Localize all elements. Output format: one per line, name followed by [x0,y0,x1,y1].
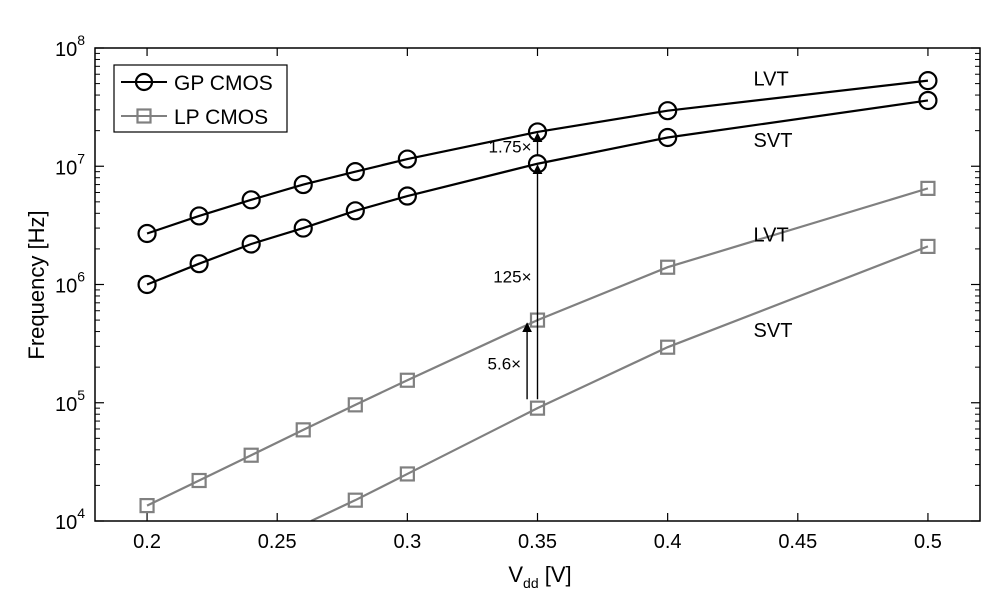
data-point [139,497,155,514]
series-lp-cmos-svt [310,238,936,521]
data-point [920,180,936,196]
series-lp-cmos-lvt [139,180,936,514]
x-axis-label: Vdd [V] [508,562,571,591]
data-point [399,372,415,388]
y-tick-label: 104 [55,505,85,534]
data-point [397,186,417,206]
data-point [137,223,157,244]
legend-label-lp: LP CMOS [174,106,268,129]
x-axis-label-main: V [508,562,523,587]
data-point [397,149,417,169]
x-tick-label: 0.4 [654,531,682,553]
series-line [146,187,929,507]
ratio-label: 125× [493,267,531,286]
data-point [293,218,313,238]
series-line [146,79,929,235]
curve-annotation-svt: SVT [754,130,793,152]
data-point [920,238,936,254]
data-point [658,101,678,121]
data-point [241,190,261,210]
data-point [243,447,259,463]
y-tick-label: 108 [55,32,85,61]
legend-label-gp: GP CMOS [174,72,273,95]
y-axis-label: Frequency [Hz] [24,210,49,359]
data-point [660,339,676,355]
legend-marker-lp [136,108,152,124]
x-tick-label: 0.3 [393,531,421,553]
data-point [295,422,311,438]
data-point [399,466,415,482]
y-tick-label: 107 [55,150,85,179]
data-point [660,259,676,275]
data-point [191,472,207,489]
x-tick-label: 0.5 [914,531,942,553]
data-point [347,492,363,508]
data-point [189,206,209,226]
x-tick-label: 0.2 [133,531,161,553]
ratio-label: 1.75× [488,137,531,156]
x-axis-label-unit: [V] [539,562,572,587]
ratio-label: 5.6× [488,354,522,373]
plot-frame [94,47,981,522]
data-point [918,71,938,91]
legend-box [113,64,288,133]
data-point [293,174,313,195]
data-point [918,90,938,111]
data-point [189,254,209,274]
legend: GP CMOS LP CMOS [113,64,288,133]
data-point [658,127,678,148]
x-tick-label: 0.35 [518,531,557,553]
data-point [345,201,365,221]
series-line [146,99,929,286]
series-gp-cmos-svt [137,90,938,295]
series-gp-cmos-lvt [137,71,938,244]
data-point [137,274,157,295]
curve-annotation-lvt: LVT [754,69,789,91]
data-point [241,234,261,254]
data-point [529,400,546,416]
curve-annotation-svt: SVT [754,320,793,342]
y-tick-label: 106 [55,269,85,298]
y-tick-label: 105 [55,387,85,416]
data-point [345,162,365,182]
curve-annotation-lvt: LVT [754,225,789,247]
x-axis-label-subscript: dd [523,575,539,591]
x-tick-label: 0.45 [778,531,817,553]
legend-marker-gp [134,72,154,92]
x-tick-label: 0.25 [258,531,297,553]
data-point [347,397,363,413]
